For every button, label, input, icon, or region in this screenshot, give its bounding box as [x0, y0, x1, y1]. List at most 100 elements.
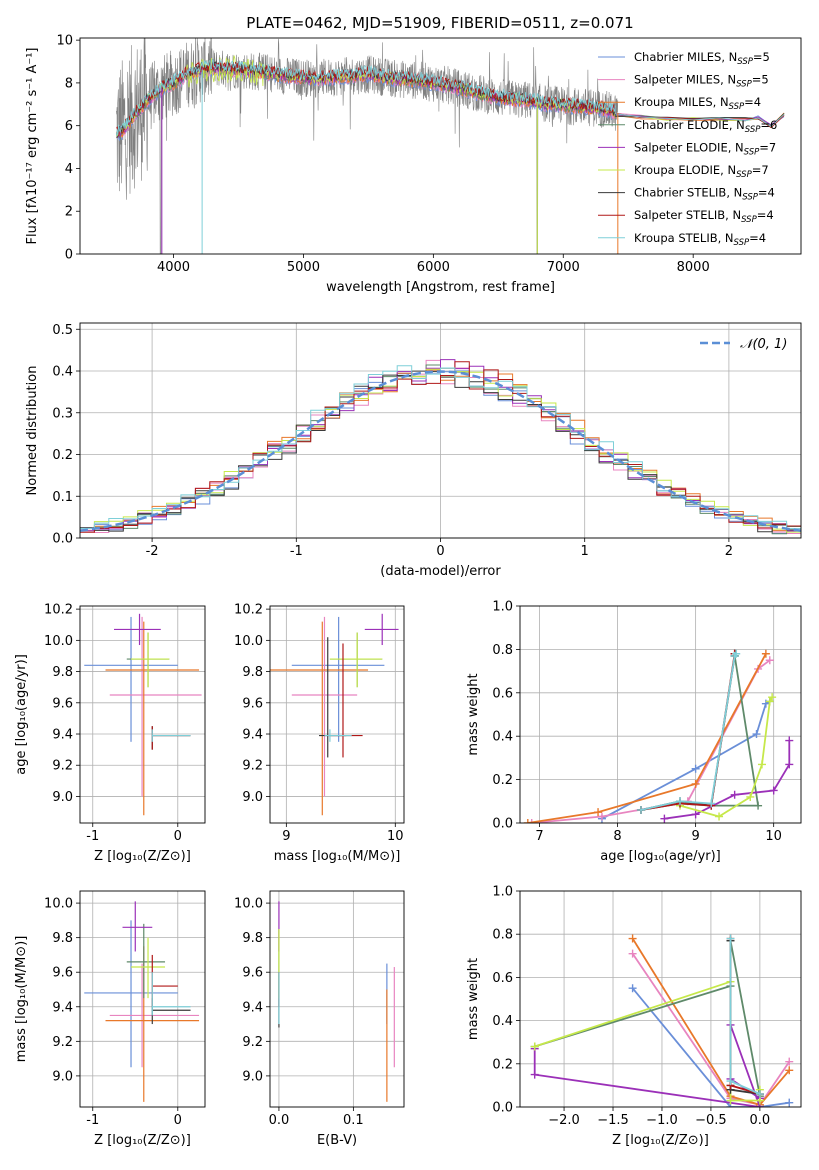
y-tick-label: 9.8 [52, 931, 73, 946]
legend-subscript: SSP [734, 238, 750, 248]
kroupa_miles-marker [628, 934, 637, 943]
x-tick-label: 8000 [677, 260, 710, 275]
x-tick-label: 0 [436, 544, 444, 559]
age_vs_mass-frame [269, 605, 405, 824]
legend-entry: Chabrier STELIB, NSSP=4 [634, 186, 775, 203]
spectrum-frame [79, 37, 802, 255]
salpeter_miles-marker [527, 819, 536, 823]
spectrum-plot [116, 38, 785, 254]
kroupa_miles-marker [594, 808, 603, 817]
kroupa_elodie-marker [715, 812, 724, 821]
y-axis-label: mass weight [466, 673, 481, 755]
legend-nssp: =5 [753, 50, 770, 64]
y-tick-label: 0.4 [492, 1014, 513, 1029]
legend-nssp: =4 [758, 186, 775, 200]
legend-entry: Kroupa STELIB, NSSP=4 [634, 231, 766, 248]
residuals-axes: -2 -1 0 1 2 0.0 0.1 0.2 0.3 0.4 0.5 (data-model)/er… [25, 323, 801, 579]
y-tick-label: 10.0 [234, 897, 263, 912]
salpeter_elodie-marker [660, 814, 669, 823]
y-tick-label: 9.0 [242, 790, 263, 805]
salpeter_miles-marker [628, 949, 637, 958]
mass_vs_ebv-plot [278, 901, 395, 1102]
x-tick-label: 0 [174, 829, 182, 844]
x-axis-label: wavelength [Angstrom, rest frame] [326, 280, 555, 295]
mass_vs_ebv-axes: 0.0 0.1 9.0 9.2 9.4 9.6 9.8 10.0 E(B-V) [234, 891, 404, 1148]
y-tick-label: 9.6 [52, 696, 73, 711]
spectrum-axes: 4000 5000 6000 7000 8000 0 2 4 6 8 10 wavelength [A… [25, 34, 710, 295]
y-tick-label: 9.6 [242, 696, 263, 711]
x-tick-label: -1 [290, 544, 303, 559]
y-tick-label: 9.4 [242, 728, 263, 743]
x-tick-label: 0.0 [269, 1113, 290, 1128]
x-tick-label: 1 [581, 544, 589, 559]
kroupa_elodie-marker [530, 1042, 539, 1051]
legend-subscript: SSP [742, 193, 758, 203]
y-tick-label: 0.0 [492, 1101, 513, 1116]
mass_vs_Z-frame [79, 890, 206, 1108]
y-tick-label: 9.8 [52, 665, 73, 680]
salpeter_elodie-marker [691, 810, 700, 819]
legend-nssp: =4 [749, 231, 766, 245]
y-tick-label: 9.6 [52, 966, 73, 981]
mass_weight_vs_Z-plot [530, 934, 794, 1107]
x-axis-label: mass [log₁₀(M/M⊙)] [274, 849, 401, 864]
y-tick-label: 1.0 [492, 885, 513, 900]
kroupa_elodie-marker [765, 697, 774, 706]
age_vs_Z-plot [84, 613, 202, 816]
x-tick-label: 0.1 [343, 1113, 364, 1128]
mass_weight_vs_age-axes: 7 8 9 10 0.0 0.2 0.4 0.6 0.8 1.0 age [log₁₀(age/yr… [466, 600, 801, 864]
y-tick-label: 10.0 [44, 897, 73, 912]
x-axis-label: Z [log₁₀(Z/Z⊙)] [612, 1133, 709, 1148]
mass_weight_vs_age-plot [523, 649, 794, 823]
y-axis-label: mass weight [466, 958, 481, 1040]
legend-entry: Salpeter STELIB, NSSP=4 [634, 208, 774, 225]
legend-entry: Salpeter MILES, NSSP=5 [634, 73, 769, 90]
legend-subscript: SSP [736, 80, 752, 90]
residual-plot [80, 359, 801, 535]
y-tick-label: 0.0 [492, 817, 513, 832]
y-tick-label: 0.8 [492, 928, 513, 943]
mass_weight_vs_Z-axes: −2.0 −1.5 −1.0 −0.5 0.0 0.0 0.2 0.4 0.6 0.8 1.0 Z [… [466, 885, 801, 1148]
y-tick-label: 0.1 [52, 490, 73, 505]
y-tick-label: 9.8 [242, 931, 263, 946]
legend-entry: Salpeter ELODIE, NSSP=7 [634, 140, 776, 157]
x-axis-label: age [log₁₀(age/yr)] [600, 849, 721, 864]
chabrier_miles-marker [752, 730, 761, 739]
y-tick-label: 0.2 [52, 448, 73, 463]
x-axis-label: Z [log₁₀(Z/Z⊙)] [94, 1133, 191, 1148]
y-tick-label: 9.2 [242, 1035, 263, 1050]
y-tick-label: 8 [65, 76, 73, 91]
legend-subscript: SSP [729, 102, 745, 112]
legend-nssp: =7 [752, 163, 769, 177]
mass_vs_Z-axes: -1 0 9.0 9.2 9.4 9.6 9.8 10.0 Z [log₁₀(Z/Z⊙)] mas… [14, 891, 205, 1148]
x-tick-label: 10 [387, 829, 404, 844]
y-tick-label: 2 [65, 205, 73, 220]
mass_weight_vs_Z-frame [519, 890, 802, 1108]
salpeter_stelib-histogram [80, 361, 801, 533]
chabrier_elodie-weight-line [640, 655, 760, 811]
y-tick-label: 9.4 [242, 1000, 263, 1015]
salpeter_elodie-marker [730, 790, 739, 799]
y-tick-label: 0.4 [492, 730, 513, 745]
legend-subscript: SSP [745, 125, 761, 135]
x-tick-label: 0.0 [750, 1113, 771, 1128]
y-axis-label: mass [log₁₀(M/M⊙)] [14, 936, 29, 1063]
x-tick-label: 9 [282, 829, 290, 844]
y-tick-label: 10 [56, 34, 73, 49]
age_vs_Z-axes: -1 0 9.0 9.2 9.4 9.6 9.8 10.0 10.2 Z [log₁₀(Z/Z⊙)… [14, 603, 205, 864]
age_vs_mass-plot [270, 613, 399, 816]
kroupa_stelib-marker [755, 1090, 764, 1099]
x-tick-label: 0 [174, 1113, 182, 1128]
legend-entry: Chabrier ELODIE, NSSP=6 [634, 118, 777, 135]
kroupa_elodie-marker [726, 1096, 735, 1105]
mass_weight_vs_age-frame [519, 605, 802, 824]
x-tick-label: 7 [535, 829, 543, 844]
x-tick-label: 6000 [417, 260, 450, 275]
y-tick-label: 10.0 [44, 634, 73, 649]
residuals-frame [79, 322, 802, 539]
y-tick-label: 10.2 [234, 603, 263, 618]
legend-nssp: =5 [752, 73, 769, 87]
y-tick-label: 1.0 [492, 600, 513, 615]
age_vs_mass-axes: 9 10 9.0 9.2 9.4 9.6 9.8 10.0 10.2 mass [log₁₀(M/… [234, 603, 404, 864]
